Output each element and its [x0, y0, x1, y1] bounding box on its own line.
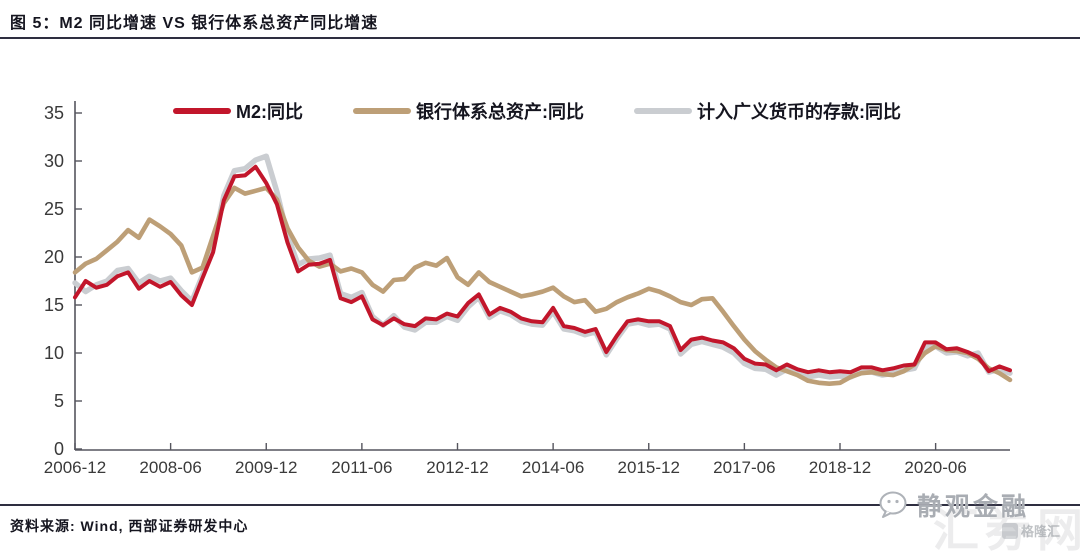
watermark-badge: 格隆汇 [1002, 521, 1060, 540]
y-tick-label: 15 [44, 295, 64, 315]
y-tick-label: 35 [44, 103, 64, 123]
wechat-icon [879, 491, 907, 518]
x-tick-label: 2008-06 [139, 458, 201, 477]
legend-label: 银行体系总资产:同比 [416, 102, 584, 122]
source-note: 资料来源: Wind, 西部证券研发中心 [10, 518, 249, 534]
legend-swatch [173, 108, 231, 114]
x-tick-label: 2006-12 [44, 458, 106, 477]
y-tick-label: 30 [44, 151, 64, 171]
legend-label: 计入广义货币的存款:同比 [697, 102, 901, 122]
figure-title: 图 5：M2 同比增速 VS 银行体系总资产同比增速 [10, 15, 379, 32]
legend-swatch [353, 108, 411, 114]
x-tick-label: 2020-06 [904, 458, 966, 477]
watermark-badge-logo [1002, 522, 1018, 539]
chart-legend: M2:同比 银行体系总资产:同比 计入广义货币的存款:同比 [173, 98, 901, 124]
y-tick-label: 20 [44, 247, 64, 267]
x-tick-label: 2018-12 [809, 458, 871, 477]
legend-item-1: 银行体系总资产:同比 [353, 98, 584, 124]
footer-divider [0, 504, 1080, 506]
legend-swatch [634, 108, 692, 114]
legend-item-2: 计入广义货币的存款:同比 [634, 98, 901, 124]
watermark-badge-label: 格隆汇 [1021, 524, 1061, 539]
x-tick-label: 2014-06 [522, 458, 584, 477]
y-tick-label: 10 [44, 343, 64, 363]
series-line-1 [72, 185, 1013, 387]
legend-label: M2:同比 [236, 102, 303, 122]
legend-item-0: M2:同比 [173, 98, 303, 124]
title-divider [0, 37, 1080, 39]
series-line-2 [72, 153, 1013, 380]
x-tick-label: 2011-06 [331, 458, 392, 477]
watermark: 静观金融 [878, 487, 1029, 523]
x-tick-label: 2017-06 [713, 458, 775, 477]
watermark-site: 汇券网 [933, 504, 1080, 556]
y-tick-label: 5 [54, 391, 64, 411]
y-tick-label: 0 [54, 439, 64, 459]
x-tick-label: 2012-12 [426, 458, 488, 477]
x-tick-label: 2015-12 [618, 458, 680, 477]
x-tick-label: 2009-12 [235, 458, 297, 477]
watermark-brand: 静观金融 [917, 493, 1030, 521]
y-tick-label: 25 [44, 199, 64, 219]
series-line-0 [73, 164, 1012, 375]
